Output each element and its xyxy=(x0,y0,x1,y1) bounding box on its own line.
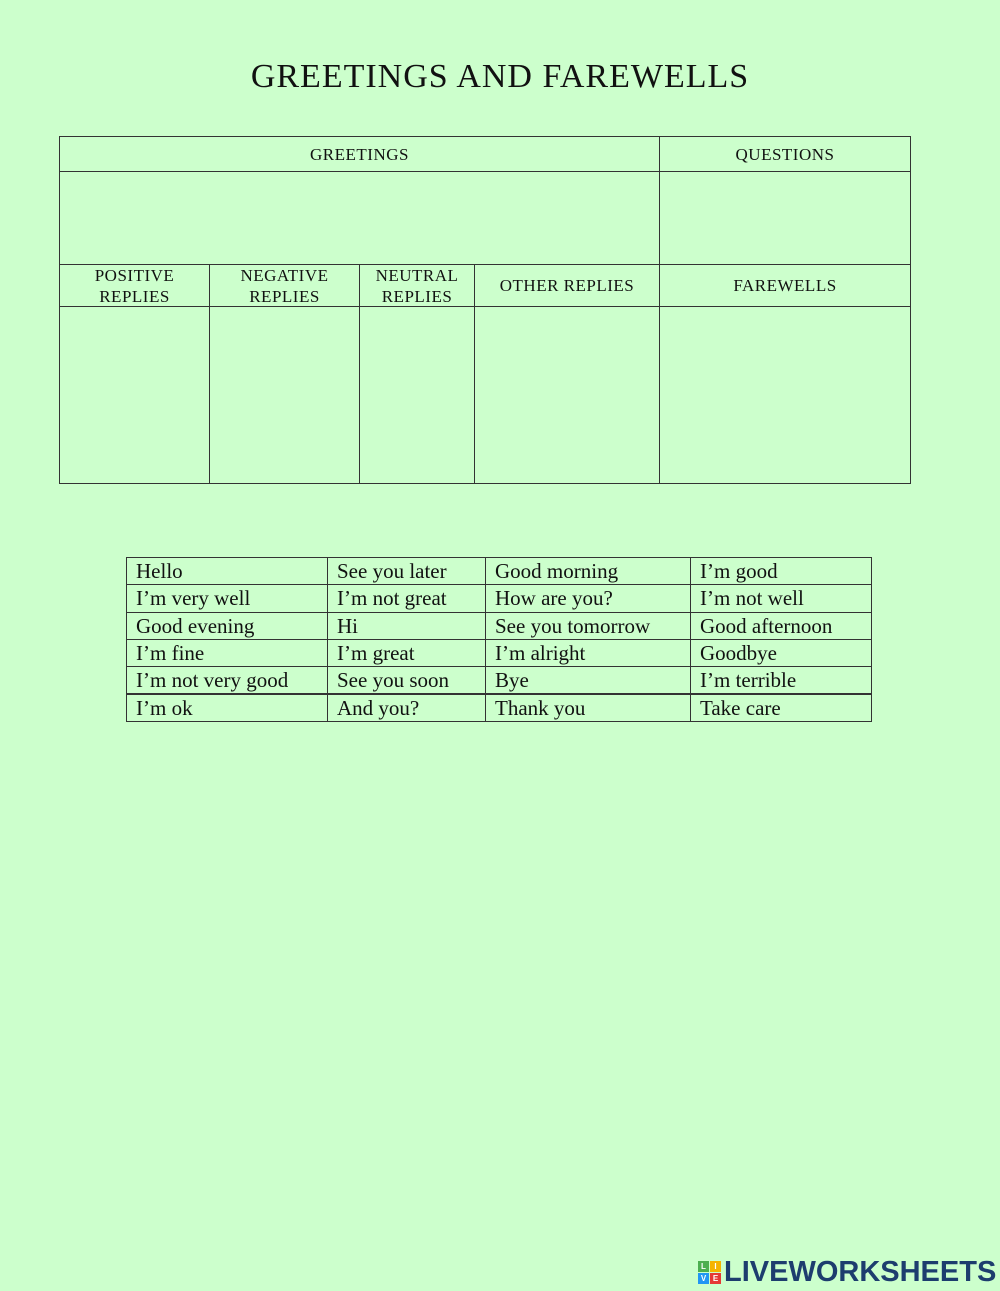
word-card[interactable]: I’m not well xyxy=(690,584,872,613)
word-card[interactable]: Goodbye xyxy=(690,638,872,668)
word-card[interactable]: I’m ok xyxy=(126,693,328,722)
header-negative: NEGATIVE REPLIES xyxy=(209,264,360,307)
greetings-drop-zone[interactable] xyxy=(59,171,660,265)
word-card[interactable]: I’m not very good xyxy=(126,666,328,695)
logo-letter-block: L xyxy=(698,1261,709,1272)
word-card[interactable]: Hi xyxy=(327,611,486,640)
header-neutral: NEUTRAL REPLIES xyxy=(359,264,475,307)
header-other: OTHER REPLIES xyxy=(474,264,660,307)
questions-drop-zone[interactable] xyxy=(659,171,911,265)
logo-letter-block: E xyxy=(710,1273,721,1284)
word-card[interactable]: See you soon xyxy=(327,666,486,695)
page-title: GREETINGS AND FAREWELLS xyxy=(250,58,750,95)
word-card[interactable]: Hello xyxy=(126,557,328,586)
neutral-drop-zone[interactable] xyxy=(359,306,475,484)
positive-drop-zone[interactable] xyxy=(59,306,210,484)
word-card[interactable]: Good morning xyxy=(485,557,691,586)
word-card[interactable]: Take care xyxy=(690,693,872,722)
word-card[interactable]: I’m very well xyxy=(126,584,328,613)
word-card[interactable]: How are you? xyxy=(485,584,691,613)
logo-letter-block: I xyxy=(710,1261,721,1272)
word-card[interactable]: Good afternoon xyxy=(690,611,872,640)
header-farewells: FAREWELLS xyxy=(659,264,911,307)
word-card[interactable]: Good evening xyxy=(126,611,328,640)
farewells-drop-zone[interactable] xyxy=(659,306,911,484)
word-card[interactable]: I’m good xyxy=(690,557,872,586)
word-card[interactable]: And you? xyxy=(327,693,486,722)
word-card[interactable]: See you tomorrow xyxy=(485,611,691,640)
word-card[interactable]: I’m not great xyxy=(327,584,486,613)
logo-letter-block: V xyxy=(698,1273,709,1284)
word-card[interactable]: Thank you xyxy=(485,693,691,722)
header-questions: QUESTIONS xyxy=(659,136,911,172)
word-card[interactable]: I’m fine xyxy=(126,638,328,668)
logo-text: LIVEWORKSHEETS xyxy=(724,1256,997,1288)
negative-drop-zone[interactable] xyxy=(209,306,360,484)
word-card[interactable]: See you later xyxy=(327,557,486,586)
word-card[interactable]: Bye xyxy=(485,666,691,695)
word-card[interactable]: I’m terrible xyxy=(690,666,872,695)
header-positive: POSITIVE REPLIES xyxy=(59,264,210,307)
other-drop-zone[interactable] xyxy=(474,306,660,484)
word-card[interactable]: I’m great xyxy=(327,638,486,668)
header-greetings: GREETINGS xyxy=(59,136,660,172)
word-card[interactable]: I’m alright xyxy=(485,638,691,668)
